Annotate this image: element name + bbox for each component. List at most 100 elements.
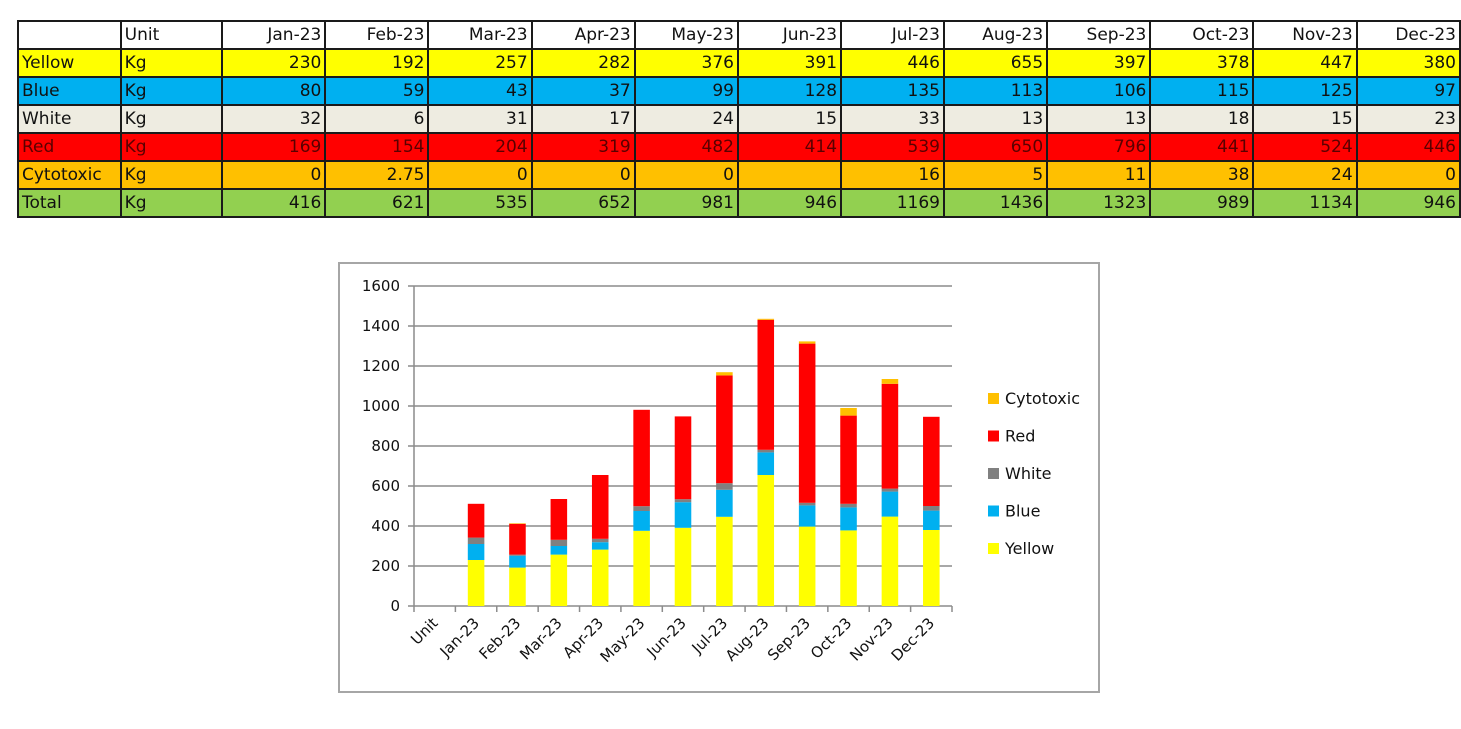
bar-white-may-23 (633, 506, 650, 511)
x-tick-label: Nov-23 (846, 614, 896, 664)
table-cell: 441 (1149, 132, 1255, 162)
table-cell: 13 (1046, 104, 1152, 134)
bar-yellow-mar-23 (550, 554, 568, 606)
header-corner-cell (17, 20, 122, 50)
table-cell: 0 (221, 160, 327, 190)
bar-blue-jun-23 (674, 502, 692, 528)
bar-red-sep-23 (798, 343, 816, 503)
table-cell: 33 (840, 104, 945, 134)
bar-white-jun-23 (674, 499, 692, 503)
table-cell: 17 (530, 104, 636, 134)
bar-red-oct-23 (840, 415, 857, 504)
table-cell: 989 (1149, 188, 1255, 218)
row-label: Total (17, 188, 122, 218)
bar-red-jul-23 (716, 375, 733, 484)
table-row-total: Total Kg 416 621 535 652 981 946 1169 1436 1323 989… (17, 188, 1461, 218)
bar-yellow-feb-23 (509, 567, 526, 606)
bar-blue-may-23 (633, 511, 650, 531)
bar-blue-mar-23 (550, 546, 568, 555)
legend-label-red: Red (1005, 427, 1035, 446)
table-row-yellow: Yellow Kg 230 192 257 282 376 391 446 655 397 378 44… (17, 48, 1461, 78)
header-month: Feb-23 (324, 20, 430, 50)
bar-red-jan-23 (467, 503, 485, 538)
bar-blue-nov-23 (881, 491, 899, 517)
bar-blue-jul-23 (716, 489, 733, 517)
table-cell: 80 (221, 76, 327, 106)
bar-blue-sep-23 (798, 505, 816, 527)
header-month: Mar-23 (427, 20, 533, 50)
table-cell: 113 (942, 76, 1049, 106)
bar-blue-oct-23 (840, 507, 857, 531)
row-unit: Kg (119, 76, 224, 106)
bar-cytotoxic-jul-23 (716, 372, 733, 376)
table-cell: 1436 (942, 188, 1049, 218)
table-cell: 416 (221, 188, 327, 218)
table-cell: 0 (427, 160, 533, 190)
table-cell: 115 (1149, 76, 1255, 106)
table-cell: 5 (942, 160, 1049, 190)
bar-red-nov-23 (881, 383, 899, 489)
table-cell: 204 (427, 132, 533, 162)
table-cell: 981 (633, 188, 739, 218)
table-cell: 32 (221, 104, 327, 134)
x-tick-label: Unit (407, 614, 441, 648)
table-cell: 97 (1355, 76, 1461, 106)
legend-swatch-yellow (988, 543, 999, 554)
table-cell: 257 (427, 48, 533, 78)
bar-blue-jan-23 (467, 544, 485, 560)
legend-label-blue: Blue (1005, 502, 1040, 521)
row-label: Cytotoxic (17, 160, 122, 190)
legend-label-white: White (1005, 464, 1052, 483)
table-cell: 539 (840, 132, 945, 162)
table-cell: 15 (736, 104, 843, 134)
legend-swatch-white (988, 468, 999, 479)
bar-red-aug-23 (757, 319, 775, 450)
x-tick-label: Sep-23 (764, 614, 814, 664)
table-cell: 446 (840, 48, 945, 78)
y-tick-label: 1000 (362, 397, 400, 415)
table-cell: 1323 (1046, 188, 1152, 218)
bar-blue-aug-23 (757, 452, 775, 475)
table-cell (736, 160, 843, 190)
table-cell: 37 (530, 76, 636, 106)
x-tick-label: Mar-23 (516, 614, 565, 663)
header-month: May-23 (633, 20, 739, 50)
table-cell: 446 (1355, 132, 1461, 162)
y-tick-label: 1600 (362, 277, 400, 295)
table-cell: 1134 (1252, 188, 1358, 218)
y-tick-label: 200 (371, 557, 400, 575)
y-tick-label: 0 (390, 597, 400, 615)
header-month: Aug-23 (942, 20, 1049, 50)
table-cell: 621 (324, 188, 430, 218)
table-cell: 796 (1046, 132, 1152, 162)
table-cell: 650 (942, 132, 1049, 162)
bar-yellow-sep-23 (798, 526, 816, 606)
bar-white-jul-23 (716, 483, 733, 490)
bar-white-jan-23 (467, 537, 485, 544)
bar-cytotoxic-aug-23 (757, 318, 775, 320)
x-tick-label: Jan-23 (436, 614, 483, 661)
table-cell: 16 (840, 160, 945, 190)
table-cell: 24 (1252, 160, 1358, 190)
x-tick-label: Jun-23 (642, 614, 689, 661)
bar-yellow-jan-23 (467, 560, 485, 606)
bar-red-feb-23 (509, 523, 526, 555)
bar-red-mar-23 (550, 499, 568, 540)
table-cell: 414 (736, 132, 843, 162)
table-cell: 380 (1355, 48, 1461, 78)
row-unit: Kg (119, 188, 224, 218)
legend-label-yellow: Yellow (1004, 539, 1054, 558)
table-row-blue: Blue Kg 80 59 43 37 99 128 135 113 106 115 125 97 (17, 76, 1461, 106)
legend-swatch-red (988, 430, 999, 442)
table-cell: 524 (1252, 132, 1358, 162)
bar-red-apr-23 (591, 475, 609, 539)
table-cell: 655 (942, 48, 1049, 78)
table-cell: 6 (324, 104, 430, 134)
bar-yellow-oct-23 (840, 530, 857, 606)
bar-red-jun-23 (674, 416, 692, 500)
table-cell: 535 (427, 188, 533, 218)
bar-white-nov-23 (881, 488, 899, 492)
bar-red-dec-23 (923, 416, 940, 506)
header-month: Jun-23 (736, 20, 843, 50)
row-unit: Kg (119, 48, 224, 78)
